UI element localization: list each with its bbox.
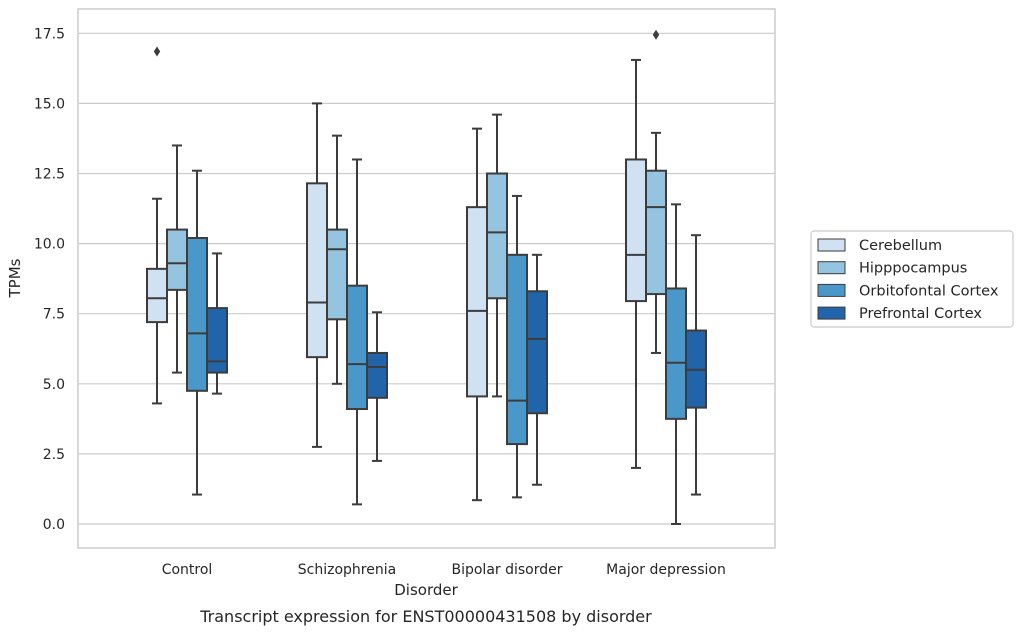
box-orbitofontal-cortex-0 bbox=[186, 169, 208, 496]
box-hipppocampus-3 bbox=[645, 29, 667, 354]
outlier-point bbox=[652, 29, 660, 40]
legend-label: Hipppocampus bbox=[859, 261, 967, 277]
boxes bbox=[146, 29, 707, 525]
box-prefrontal-cortex-2 bbox=[526, 253, 548, 486]
legend-swatch bbox=[817, 306, 846, 320]
box-prefrontal-cortex-3 bbox=[685, 234, 707, 496]
y-tick-labels: 0.0 2.5 5.0 7.5 10.0 12.5 15.0 17.5 bbox=[34, 26, 65, 533]
iqr-box bbox=[466, 206, 488, 398]
legend-swatch bbox=[817, 238, 846, 252]
y-tick-label: 17.5 bbox=[34, 26, 65, 42]
iqr-box bbox=[206, 307, 228, 374]
box-hipppocampus-0 bbox=[166, 144, 188, 374]
box-prefrontal-cortex-1 bbox=[366, 311, 388, 462]
box-orbitofontal-cortex-3 bbox=[665, 203, 687, 525]
iqr-box bbox=[186, 236, 208, 392]
chart-caption: Transcript expression for ENST0000043150… bbox=[199, 607, 652, 626]
outlier-point bbox=[153, 46, 161, 57]
box-prefrontal-cortex-0 bbox=[206, 252, 228, 395]
iqr-box bbox=[306, 182, 328, 359]
box-cerebellum-3 bbox=[625, 58, 647, 469]
x-axis-label: Disorder bbox=[394, 581, 458, 599]
y-tick-label: 15.0 bbox=[34, 96, 65, 112]
iqr-box bbox=[346, 284, 368, 411]
legend-label: Orbitofontal Cortex bbox=[859, 283, 999, 299]
box-cerebellum-1 bbox=[306, 102, 328, 448]
plot-frame bbox=[77, 8, 776, 549]
box-cerebellum-0 bbox=[146, 46, 168, 405]
legend-frame bbox=[810, 230, 1014, 328]
iqr-box bbox=[166, 228, 188, 291]
iqr-box bbox=[665, 287, 687, 420]
plot-border bbox=[77, 8, 776, 549]
legend-swatch bbox=[817, 283, 846, 297]
legend-label: Cerebellum bbox=[859, 238, 942, 254]
y-axis-label: TPMs bbox=[6, 258, 24, 298]
legend: Cerebellum Hipppocampus Orbitofontal Corte… bbox=[810, 230, 1014, 328]
y-tick-label: 12.5 bbox=[34, 167, 65, 183]
legend-label: Prefrontal Cortex bbox=[859, 306, 982, 322]
iqr-box bbox=[526, 290, 548, 415]
iqr-box bbox=[366, 351, 388, 399]
box-hipppocampus-1 bbox=[326, 134, 348, 385]
y-tick-label: 0.0 bbox=[43, 517, 65, 533]
iqr-box bbox=[486, 172, 508, 300]
x-tick-label: Schizophrenia bbox=[298, 562, 396, 578]
y-tick-label: 7.5 bbox=[43, 307, 65, 323]
iqr-box bbox=[326, 228, 348, 321]
box-cerebellum-2 bbox=[466, 127, 488, 502]
x-tick-label: Bipolar disorder bbox=[451, 562, 562, 578]
iqr-box bbox=[645, 169, 667, 296]
box-hipppocampus-2 bbox=[486, 113, 508, 398]
iqr-box bbox=[146, 267, 168, 324]
y-tick-label: 2.5 bbox=[43, 447, 65, 463]
x-tick-label: Major depression bbox=[606, 562, 726, 578]
legend-swatch bbox=[817, 261, 846, 275]
iqr-box bbox=[506, 253, 528, 446]
x-tick-label: Control bbox=[162, 562, 213, 578]
box-orbitofontal-cortex-1 bbox=[346, 158, 368, 506]
y-tick-label: 5.0 bbox=[43, 377, 65, 393]
iqr-box bbox=[625, 158, 647, 303]
box-orbitofontal-cortex-2 bbox=[506, 194, 528, 499]
x-tick-labels: Control Schizophrenia Bipolar disorder Majo… bbox=[162, 562, 726, 578]
y-tick-label: 10.0 bbox=[34, 237, 65, 253]
